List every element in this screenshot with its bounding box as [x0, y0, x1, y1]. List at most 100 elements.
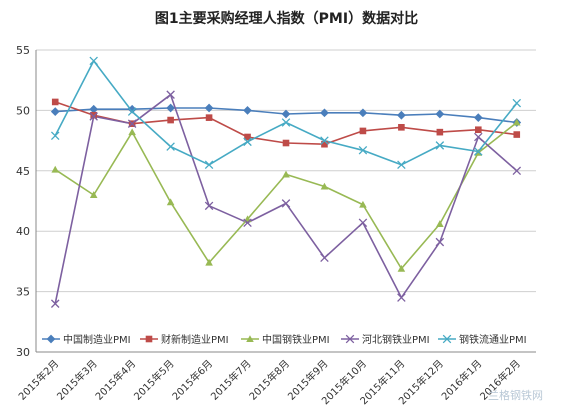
data-point: [127, 107, 137, 116]
legend-label: 钢铁流通业PMI: [459, 333, 527, 346]
y-tick-label: 55: [16, 44, 30, 57]
data-point: [345, 334, 355, 344]
series-markers: [50, 56, 522, 308]
x-tick-label: 2015年6月: [169, 357, 215, 403]
data-point: [166, 142, 175, 151]
data-point: [397, 160, 406, 170]
data-point: [512, 166, 522, 176]
y-tick-label: 30: [16, 346, 30, 359]
data-point: [359, 127, 367, 135]
data-point: [89, 112, 98, 121]
data-point: [281, 199, 291, 208]
data-point: [320, 108, 329, 118]
data-point: [46, 334, 56, 344]
data-point: [166, 198, 175, 206]
data-point: [205, 114, 213, 121]
x-axis: 2015年2月2015年3月2015年4月2015年5月2015年6月2015年…: [16, 351, 536, 407]
legend-entry: 中国制造业PMI: [42, 333, 131, 346]
data-point: [127, 119, 137, 128]
data-point: [89, 104, 99, 114]
data-point: [473, 113, 483, 123]
x-tick-label: 2015年2月: [16, 357, 62, 403]
data-point: [281, 118, 291, 127]
data-point: [320, 182, 329, 190]
legend-label: 河北钢铁业PMI: [362, 333, 430, 346]
data-point: [243, 218, 252, 228]
data-point: [398, 124, 405, 131]
data-point: [513, 131, 521, 138]
y-tick-label: 50: [16, 104, 30, 117]
y-tick-label: 35: [16, 286, 30, 299]
data-point: [435, 237, 445, 247]
data-point: [281, 109, 291, 119]
data-point: [282, 170, 290, 178]
data-point: [205, 258, 213, 266]
legend: 中国制造业PMI 财新制造业PMI 中国钢铁业PMI 河北钢铁业PMI 钢铁流通业PMI: [42, 333, 527, 346]
data-point: [397, 110, 406, 120]
data-point: [442, 334, 452, 344]
data-point: [358, 108, 368, 118]
data-point: [512, 118, 521, 126]
data-point: [90, 111, 97, 119]
legend-entry: 中国钢铁业PMI: [241, 333, 330, 346]
legend-entry: 财新制造业PMI: [140, 333, 229, 346]
series-lines: [54, 60, 518, 304]
legend-label: 财新制造业PMI: [161, 333, 229, 346]
x-tick-label: 2015年7月: [208, 357, 254, 403]
data-point: [51, 98, 59, 106]
y-tick-label: 40: [16, 225, 30, 238]
data-point: [435, 109, 445, 119]
data-point: [321, 140, 328, 148]
data-point: [89, 56, 98, 66]
data-point: [167, 116, 174, 124]
data-point: [204, 160, 214, 170]
y-tick-label: 45: [16, 165, 30, 178]
data-point: [436, 220, 444, 227]
data-point: [145, 335, 153, 343]
data-point: [320, 253, 329, 263]
data-point: [436, 128, 444, 136]
y-axis: 30 35 40 45 50 55: [16, 44, 37, 359]
data-point: [204, 103, 214, 113]
series-line: [54, 93, 518, 304]
data-point: [89, 191, 98, 198]
gridlines: [36, 49, 536, 353]
legend-entry: 钢铁流通业PMI: [438, 333, 527, 346]
x-tick-label: 2015年8月: [246, 357, 292, 403]
legend-label: 中国制造业PMI: [63, 333, 131, 346]
data-point: [282, 139, 290, 147]
x-tick-label: 2015年5月: [131, 357, 177, 403]
x-tick-label: 2016年1月: [439, 357, 485, 403]
data-point: [244, 133, 251, 141]
data-point: [474, 147, 483, 156]
data-point: [358, 218, 368, 228]
data-point: [397, 264, 406, 272]
chart-title: 图1主要采购经理人指数（PMI）数据对比: [154, 11, 419, 27]
data-point: [51, 165, 60, 173]
data-point: [204, 201, 214, 211]
data-point: [243, 106, 252, 115]
data-point: [243, 137, 252, 147]
data-point: [166, 90, 175, 99]
x-tick-label: 2015年3月: [54, 357, 100, 403]
data-point: [320, 136, 329, 145]
x-tick-label: 2015年4月: [92, 357, 138, 403]
data-point: [166, 103, 175, 113]
data-point: [474, 132, 483, 142]
data-point: [397, 293, 406, 302]
data-point: [50, 131, 60, 141]
data-point: [475, 126, 482, 134]
legend-label: 中国钢铁业PMI: [262, 333, 330, 346]
data-point: [512, 98, 522, 108]
data-point: [50, 107, 60, 116]
data-point: [127, 104, 137, 114]
data-point: [435, 141, 445, 150]
legend-entry: 河北钢铁业PMI: [341, 333, 430, 346]
data-point: [246, 335, 254, 343]
data-point: [358, 146, 368, 155]
data-point: [50, 299, 60, 308]
watermark-text: 兰格钢铁网: [488, 388, 543, 402]
data-point: [128, 128, 136, 136]
data-point: [359, 200, 367, 208]
